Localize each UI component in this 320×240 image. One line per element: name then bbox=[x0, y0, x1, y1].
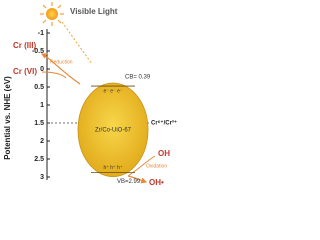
tick-label: 3 bbox=[40, 174, 44, 181]
diagram: Visible Light Potential vs. NHE (eV) -1-… bbox=[3, 2, 177, 187]
vb-label: VB=2.99 bbox=[117, 179, 141, 185]
holes: h⁺ h⁺ h⁺ bbox=[103, 165, 122, 171]
axis: -1 -0.5 0 0.5 1 1.5 2 2.5 3 bbox=[32, 29, 50, 181]
reduction-label: Reduction bbox=[50, 59, 73, 65]
reduction-arrow bbox=[40, 53, 81, 85]
tick-label: -1 bbox=[38, 30, 44, 37]
redox-label: Cr⁶⁺/Cr³⁺ bbox=[151, 120, 177, 127]
oh-radical: OH• bbox=[149, 178, 164, 187]
oxidation-label: Oxidation bbox=[146, 163, 167, 169]
cb-label: CB= 0.39 bbox=[125, 75, 151, 81]
oxidation-arrow-in bbox=[127, 155, 156, 177]
catalyst-label: Zr/Co-UiO-67 bbox=[95, 127, 132, 133]
sun bbox=[40, 2, 93, 65]
reactant-arrow bbox=[41, 71, 67, 79]
light-label: Visible Light bbox=[70, 7, 118, 16]
axis-title: Potential vs. NHE (eV) bbox=[3, 76, 12, 160]
tick-label: 0.5 bbox=[34, 84, 44, 91]
electrons: e⁻ e⁻ e⁻ bbox=[103, 88, 122, 94]
tick-label: 0 bbox=[40, 66, 44, 73]
tick-label: 2.5 bbox=[34, 156, 44, 163]
tick-label: 1 bbox=[40, 102, 44, 109]
tick-label: 1.5 bbox=[34, 120, 44, 127]
tick-label: -0.5 bbox=[32, 48, 44, 55]
tick-label: 2 bbox=[40, 138, 44, 145]
reactant-cr6: Cr (VI) bbox=[13, 67, 37, 76]
catalyst bbox=[77, 82, 149, 178]
oh-ion: OH bbox=[158, 149, 170, 158]
product-cr3: Cr (III) bbox=[13, 41, 36, 50]
oxidation-arrow-out bbox=[127, 175, 148, 184]
